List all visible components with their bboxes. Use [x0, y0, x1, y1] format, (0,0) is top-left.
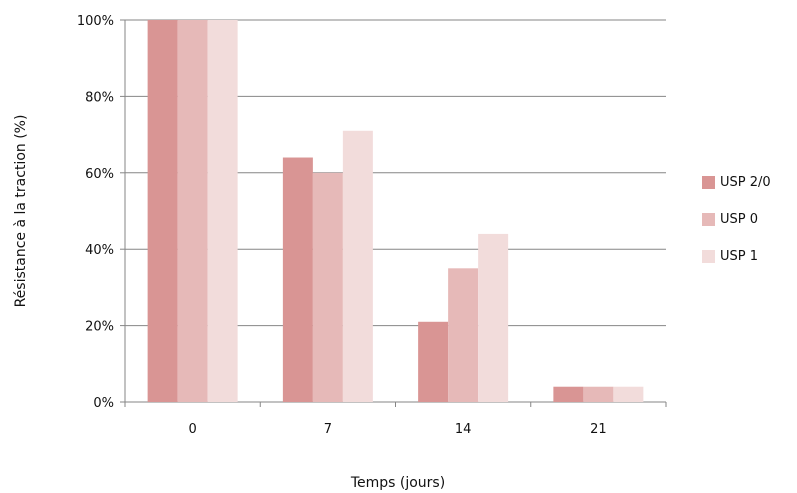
bar: [207, 20, 238, 402]
legend: USP 2/0 USP 0 USP 1: [702, 174, 797, 285]
y-tick-label: 40%: [85, 243, 114, 258]
bar: [282, 157, 313, 402]
legend-item-usp-1: USP 1: [702, 248, 797, 264]
x-tick-label: 7: [324, 422, 332, 437]
bar: [583, 386, 614, 402]
bar: [448, 268, 479, 402]
y-tick-label: 80%: [85, 90, 114, 105]
y-tick-label: 60%: [85, 167, 114, 182]
legend-label-usp-2-0: USP 2/0: [720, 174, 771, 190]
y-tick-label: 20%: [85, 320, 114, 335]
legend-item-usp-0: USP 0: [702, 211, 797, 227]
legend-swatch-usp-0: [702, 212, 715, 226]
x-tick-label: 14: [455, 422, 472, 437]
bar: [147, 20, 178, 402]
legend-swatch-usp-2-0: [702, 175, 715, 189]
bar: [312, 172, 343, 402]
bar: [553, 386, 584, 402]
bar: [613, 386, 644, 402]
x-tick-label: 21: [590, 422, 607, 437]
bar: [418, 321, 449, 402]
legend-label-usp-1: USP 1: [720, 248, 759, 264]
legend-item-usp-2-0: USP 2/0: [702, 174, 797, 190]
bar: [177, 20, 208, 402]
legend-swatch-usp-1: [702, 249, 715, 263]
x-axis-title: Temps (jours): [350, 475, 445, 491]
bar: [342, 130, 373, 402]
legend-label-usp-0: USP 0: [720, 211, 759, 227]
bar: [478, 233, 509, 402]
x-tick-label: 0: [188, 422, 196, 437]
y-tick-label: 0%: [93, 396, 114, 411]
y-tick-label: 100%: [77, 14, 114, 29]
y-axis-title: Résistance à la traction (%): [13, 115, 29, 308]
